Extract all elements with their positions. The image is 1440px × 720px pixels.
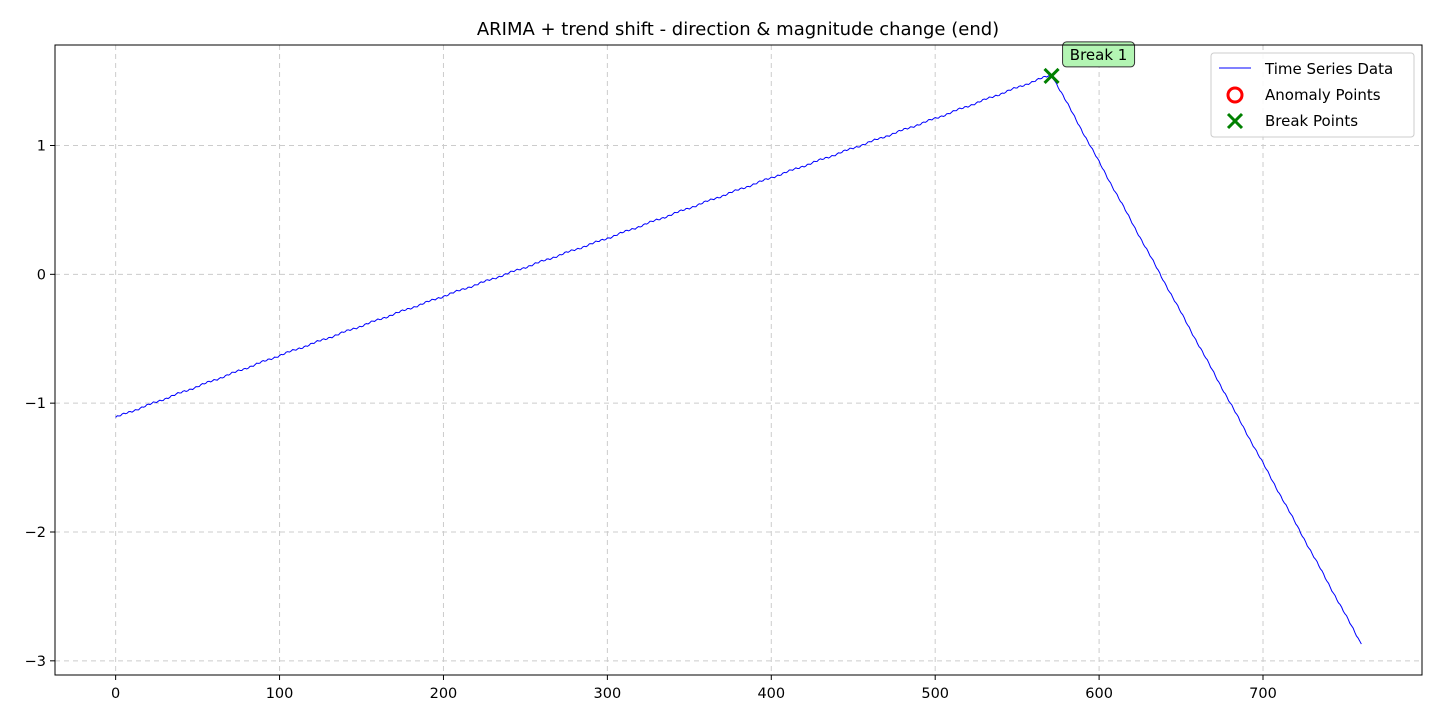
series-layer bbox=[115, 74, 1362, 645]
break-point-marker bbox=[1043, 67, 1060, 84]
annotation-box bbox=[1062, 41, 1136, 68]
break-markers bbox=[1043, 67, 1060, 84]
legend-box bbox=[1210, 52, 1415, 138]
x-tick-label: 100 bbox=[266, 686, 294, 702]
x-axis: 0 100 200 300 400 500 600 700 bbox=[111, 675, 1277, 702]
legend: Time Series Data Anomaly Points Break Poin… bbox=[1210, 52, 1415, 138]
annotation-label: Break 1 bbox=[1070, 46, 1128, 64]
chart-title: ARIMA + trend shift - direction & magnit… bbox=[477, 19, 999, 40]
legend-circle-swatch bbox=[1226, 86, 1244, 104]
y-tick-label: −2 bbox=[25, 525, 46, 541]
x-tick-label: 600 bbox=[1085, 686, 1113, 702]
grid bbox=[55, 45, 1422, 675]
y-tick-label: 1 bbox=[37, 138, 46, 154]
legend-item-series: Time Series Data bbox=[1219, 60, 1393, 78]
break-marker-stroke bbox=[1043, 67, 1060, 84]
legend-label: Break Points bbox=[1265, 112, 1358, 130]
x-tick-label: 700 bbox=[1249, 686, 1277, 702]
x-tick-label: 200 bbox=[430, 686, 458, 702]
y-tick-label: 0 bbox=[37, 267, 46, 283]
x-tick-label: 400 bbox=[757, 686, 785, 702]
y-tick-label: −3 bbox=[25, 654, 46, 670]
legend-x-swatch bbox=[1226, 112, 1244, 130]
legend-item-anomaly: Anomaly Points bbox=[1226, 86, 1381, 104]
y-axis: −3 −2 −1 0 1 bbox=[25, 138, 55, 670]
annotations: Break 1 bbox=[1062, 41, 1136, 68]
x-tick-label: 300 bbox=[594, 686, 622, 702]
x-tick-label: 0 bbox=[111, 686, 120, 702]
y-tick-label: −1 bbox=[25, 396, 46, 412]
x-tick-label: 500 bbox=[921, 686, 949, 702]
series-line bbox=[115, 74, 1362, 645]
plot-frame bbox=[54, 44, 1423, 676]
legend-label: Anomaly Points bbox=[1265, 86, 1381, 104]
break-annotation: Break 1 bbox=[1062, 41, 1136, 68]
legend-item-break: Break Points bbox=[1226, 112, 1358, 130]
legend-label: Time Series Data bbox=[1264, 60, 1393, 78]
